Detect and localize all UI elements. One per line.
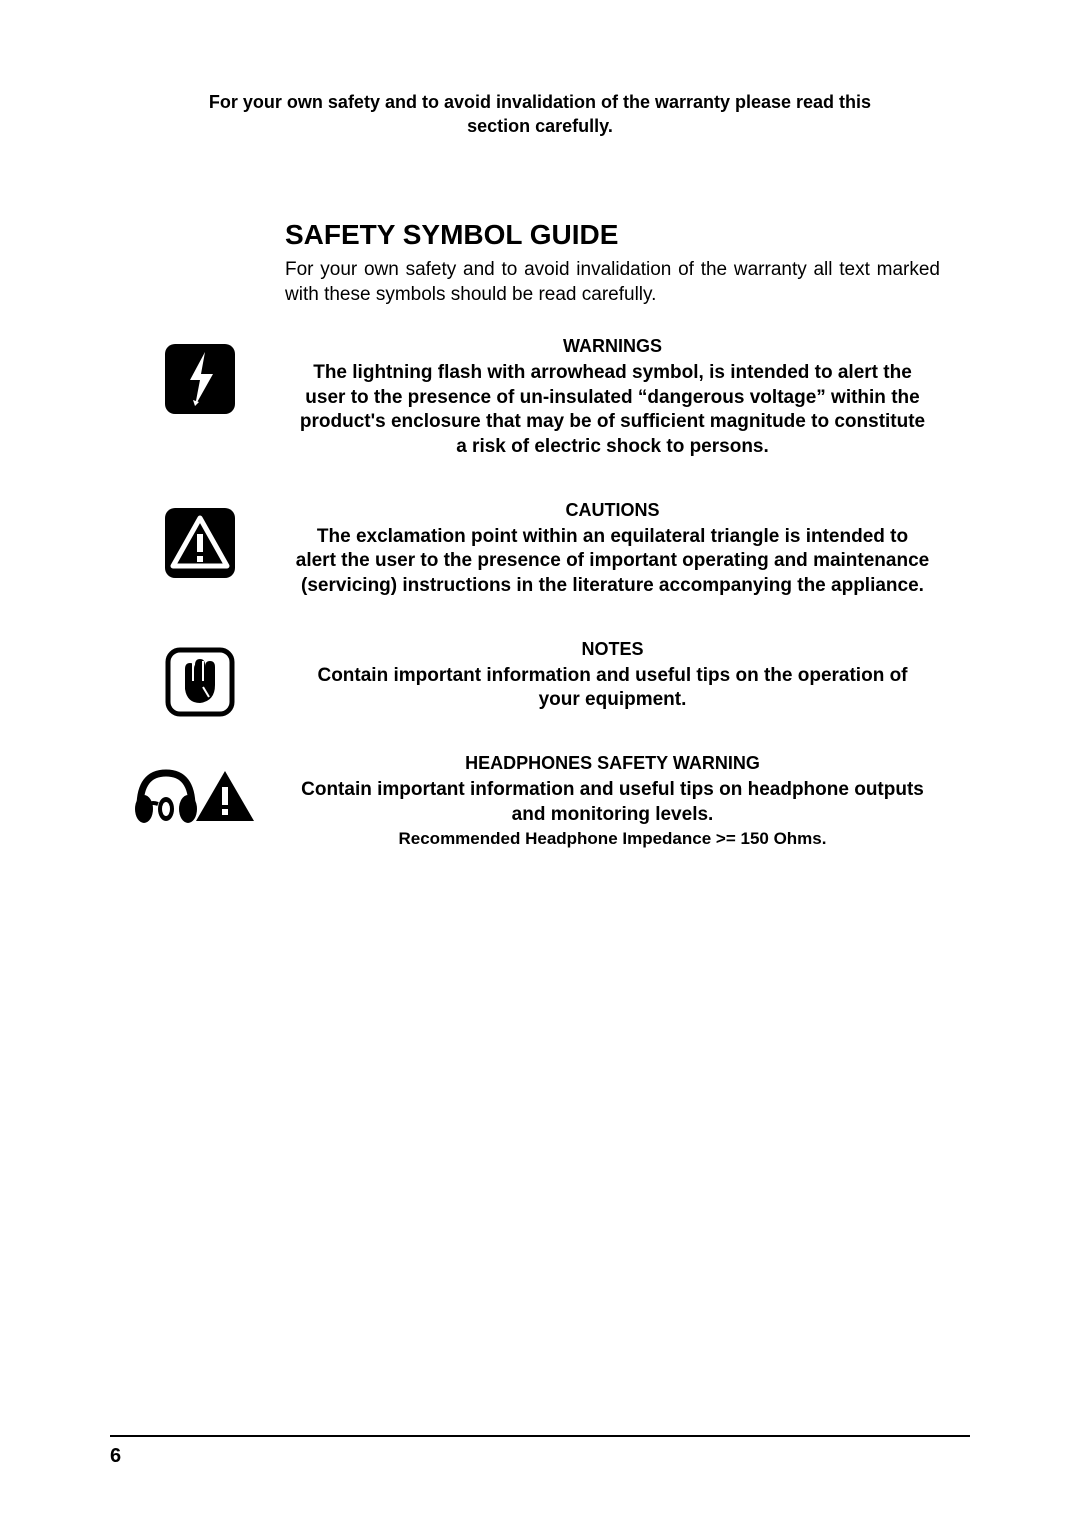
notes-body: Contain important information and useful… <box>285 664 940 713</box>
warnings-body: The lightning flash with arrowhead symbo… <box>285 361 940 460</box>
cautions-title: CAUTIONS <box>285 500 940 521</box>
warnings-title: WARNINGS <box>285 336 940 357</box>
cautions-section: CAUTIONS The exclamation point within an… <box>285 500 940 599</box>
safety-guide-heading: SAFETY SYMBOL GUIDE <box>285 219 940 251</box>
intro-paragraph: For your own safety and to avoid invalid… <box>285 257 940 308</box>
main-content: SAFETY SYMBOL GUIDE For your own safety … <box>285 219 940 850</box>
notes-section: NOTES Contain important information and … <box>285 639 940 713</box>
hand-icon <box>165 647 235 717</box>
lightning-icon <box>165 344 235 414</box>
headphones-sub: Recommended Headphone Impedance >= 150 O… <box>285 829 940 849</box>
page-footer: 6 <box>110 1435 970 1468</box>
top-safety-note: For your own safety and to avoid invalid… <box>190 90 890 139</box>
headphones-warning-icon <box>130 759 260 827</box>
headphones-body: Contain important information and useful… <box>285 778 940 827</box>
cautions-body: The exclamation point within an equilate… <box>285 525 940 599</box>
notes-title: NOTES <box>285 639 940 660</box>
triangle-exclaim-icon <box>165 508 235 578</box>
headphones-title: HEADPHONES SAFETY WARNING <box>285 753 940 774</box>
warnings-section: WARNINGS The lightning flash with arrowh… <box>285 336 940 460</box>
page-number: 6 <box>110 1445 121 1467</box>
headphones-section: HEADPHONES SAFETY WARNING Contain import… <box>285 753 940 849</box>
